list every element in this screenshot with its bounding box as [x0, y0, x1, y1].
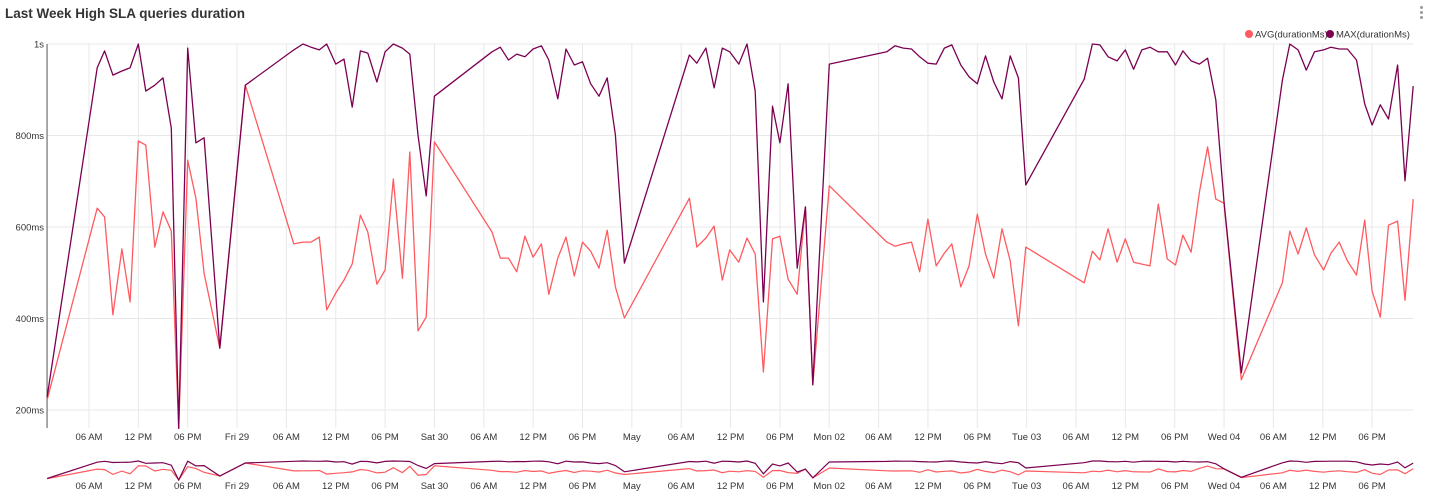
x-tick-label: 12 PM [914, 432, 942, 443]
brush-x-tick-label: 06 PM [569, 481, 597, 492]
x-axis: 06 AM 12 PM 06 PM Fri 29 06 AM 12 PM 06 PM Sat … [76, 432, 1386, 443]
brush-x-tick-label: Fri 29 [225, 481, 249, 492]
x-tick-label: May [623, 432, 641, 443]
y-tick-label: 800ms [16, 131, 45, 142]
kebab-menu-icon[interactable] [1416, 5, 1426, 21]
brush-x-tick-label: 06 PM [371, 481, 399, 492]
grid-lines [47, 43, 1414, 428]
brush-x-tick-label: 06 AM [668, 481, 695, 492]
x-tick-label: Mon 02 [813, 432, 845, 443]
brush-x-tick-label: 12 PM [1112, 481, 1140, 492]
brush-x-tick-label: 06 AM [1063, 481, 1090, 492]
brush-x-tick-label: 12 PM [914, 481, 942, 492]
x-tick-label: 12 PM [322, 432, 350, 443]
brush-x-tick-label: 12 PM [125, 481, 153, 492]
y-tick-label: 1s [34, 40, 44, 51]
x-tick-label: 06 PM [174, 432, 202, 443]
x-tick-label: 06 AM [865, 432, 892, 443]
brush-x-tick-label: 06 AM [865, 481, 892, 492]
legend-label-avg: AVG(durationMs) [1255, 30, 1328, 41]
brush-x-tick-label: 06 PM [964, 481, 992, 492]
x-tick-label: 12 PM [519, 432, 547, 443]
series-line-max [46, 43, 1414, 429]
brush-x-tick-label: 12 PM [322, 481, 350, 492]
brush-series-line-avg [46, 462, 1414, 482]
x-tick-label: Fri 29 [225, 432, 249, 443]
y-tick-label: 200ms [16, 406, 45, 417]
legend-item-max[interactable]: MAX(durationMs) [1326, 30, 1410, 41]
y-tick-label: 600ms [16, 223, 45, 234]
x-tick-label: Wed 04 [1208, 432, 1241, 443]
x-tick-label: 06 AM [76, 432, 103, 443]
brush-x-tick-label: Sat 30 [421, 481, 448, 492]
x-tick-label: 06 PM [1358, 432, 1386, 443]
x-tick-label: 12 PM [717, 432, 745, 443]
x-tick-label: Tue 03 [1012, 432, 1041, 443]
y-axis: 200ms 400ms 600ms 800ms 1s [16, 40, 48, 428]
brush-x-tick-label: 12 PM [1309, 481, 1337, 492]
brush-x-tick-label: 12 PM [519, 481, 547, 492]
x-tick-label: 12 PM [1112, 432, 1140, 443]
chart-title: Last Week High SLA queries duration [5, 6, 246, 21]
x-tick-label: 06 AM [470, 432, 497, 443]
x-tick-label: 06 AM [1063, 432, 1090, 443]
brush-x-tick-label: 06 AM [1260, 481, 1287, 492]
x-tick-label: 06 PM [964, 432, 992, 443]
x-tick-label: Sat 30 [421, 432, 448, 443]
x-tick-label: 06 PM [371, 432, 399, 443]
brush-series-line-max [46, 460, 1414, 482]
x-tick-label: 12 PM [125, 432, 153, 443]
brush-x-tick-label: May [623, 481, 641, 492]
brush-x-tick-label: 06 AM [273, 481, 300, 492]
y-tick-label: 400ms [16, 314, 45, 325]
x-tick-label: 06 PM [1161, 432, 1189, 443]
brush-x-tick-label: Wed 04 [1208, 481, 1241, 492]
brush-x-tick-label: 06 AM [470, 481, 497, 492]
x-tick-label: 06 AM [273, 432, 300, 443]
brush-x-tick-label: Tue 03 [1012, 481, 1041, 492]
brush-x-tick-label: 06 PM [1161, 481, 1189, 492]
brush-x-tick-label: 06 PM [766, 481, 794, 492]
x-tick-label: 12 PM [1309, 432, 1337, 443]
legend-marker-max [1326, 30, 1334, 38]
brush-x-tick-label: Mon 02 [813, 481, 845, 492]
x-tick-label: 06 AM [668, 432, 695, 443]
series-line-avg [46, 84, 1414, 429]
brush-x-tick-label: 06 PM [174, 481, 202, 492]
legend-label-max: MAX(durationMs) [1336, 30, 1410, 41]
x-tick-label: 06 AM [1260, 432, 1287, 443]
series-lines [46, 43, 1414, 429]
legend-marker-avg [1245, 30, 1253, 38]
brush-x-tick-label: 12 PM [717, 481, 745, 492]
x-tick-label: 06 PM [569, 432, 597, 443]
x-tick-label: 06 PM [766, 432, 794, 443]
legend: AVG(durationMs) MAX(durationMs) [1245, 30, 1410, 41]
legend-item-avg[interactable]: AVG(durationMs) [1245, 30, 1328, 41]
range-brush[interactable]: 06 AM 12 PM 06 PM Fri 29 06 AM 12 PM 06 PM Sat … [46, 460, 1414, 492]
brush-x-tick-label: 06 PM [1358, 481, 1386, 492]
brush-x-tick-label: 06 AM [76, 481, 103, 492]
